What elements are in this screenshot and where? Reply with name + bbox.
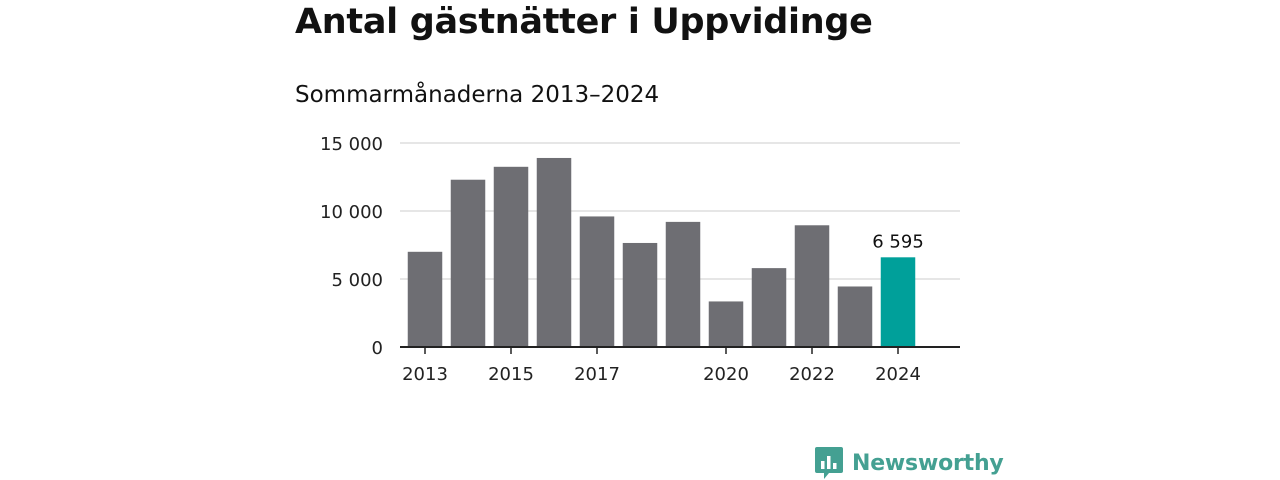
bar-2016 xyxy=(536,157,572,347)
y-tick-label: 0 xyxy=(372,338,383,359)
bar-2020 xyxy=(708,301,744,347)
y-tick-label: 15 000 xyxy=(320,134,383,155)
bar-2024 xyxy=(880,257,916,347)
bar-2021 xyxy=(751,268,787,347)
chart-title: Antal gästnätter i Uppvidinge xyxy=(295,2,873,42)
newsworthy-logo[interactable]: Newsworthy xyxy=(814,446,1004,480)
x-tick-label: 2015 xyxy=(488,364,534,385)
data-label: 6 595 xyxy=(872,231,924,252)
brand-name: Newsworthy xyxy=(852,450,1004,476)
bar-2023 xyxy=(837,286,873,347)
y-tick-label: 10 000 xyxy=(320,202,383,223)
bar-2014 xyxy=(450,179,486,347)
x-tick-label: 2017 xyxy=(574,364,620,385)
bar-2015 xyxy=(493,166,529,347)
bar-2018 xyxy=(622,242,658,347)
x-tick-label: 2013 xyxy=(402,364,448,385)
x-tick-label: 2020 xyxy=(703,364,749,385)
y-tick-label: 5 000 xyxy=(331,270,383,291)
bar-2019 xyxy=(665,221,701,347)
x-tick-label: 2024 xyxy=(875,364,921,385)
x-tick-label: 2022 xyxy=(789,364,835,385)
chart-subtitle: Sommarmånaderna 2013–2024 xyxy=(295,82,660,108)
bar-2017 xyxy=(579,216,615,347)
newsworthy-logo-icon xyxy=(815,447,843,479)
bar-2022 xyxy=(794,225,830,347)
bar-2013 xyxy=(407,251,443,347)
